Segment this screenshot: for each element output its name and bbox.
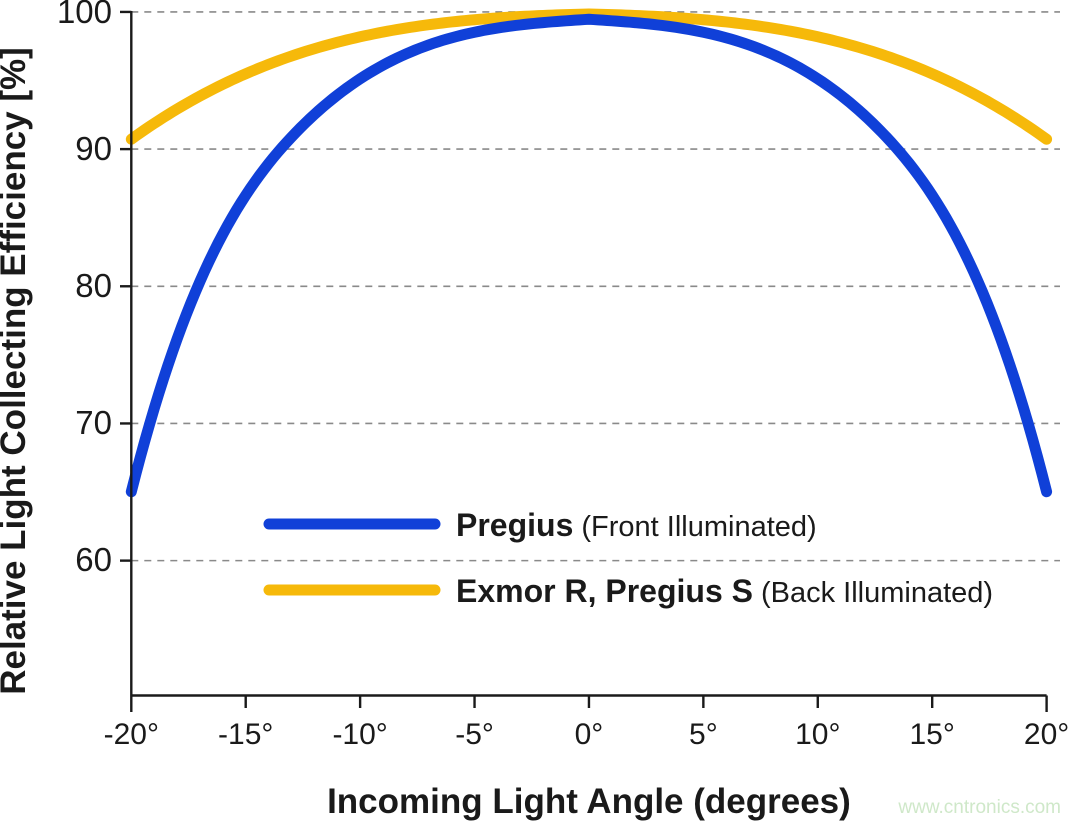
- svg-text:90: 90: [75, 130, 112, 167]
- svg-text:Pregius(Front Illuminated): Pregius (Front Illuminated): [456, 507, 817, 543]
- svg-text:5°: 5°: [689, 718, 718, 751]
- svg-text:-10°: -10°: [332, 718, 387, 751]
- svg-text:Exmor R, Pregius S(Back Illumi: Exmor R, Pregius S (Back Illuminated): [456, 573, 993, 609]
- svg-text:60: 60: [75, 541, 112, 578]
- svg-text:-15°: -15°: [218, 718, 273, 751]
- svg-text:-5°: -5°: [455, 718, 494, 751]
- svg-text:Relative Light Collecting Effi: Relative Light Collecting Efficiency [%]: [0, 47, 33, 695]
- svg-text:80: 80: [75, 267, 112, 304]
- svg-text:Incoming Light Angle (degrees): Incoming Light Angle (degrees): [327, 782, 851, 821]
- svg-text:-20°: -20°: [104, 718, 159, 751]
- svg-text:15°: 15°: [910, 718, 955, 751]
- svg-text:0°: 0°: [575, 718, 604, 751]
- svg-text:70: 70: [75, 404, 112, 441]
- svg-text:100: 100: [57, 0, 112, 30]
- svg-text:www.cntronics.com: www.cntronics.com: [897, 797, 1061, 818]
- svg-text:20°: 20°: [1024, 718, 1069, 751]
- svg-text:10°: 10°: [795, 718, 840, 751]
